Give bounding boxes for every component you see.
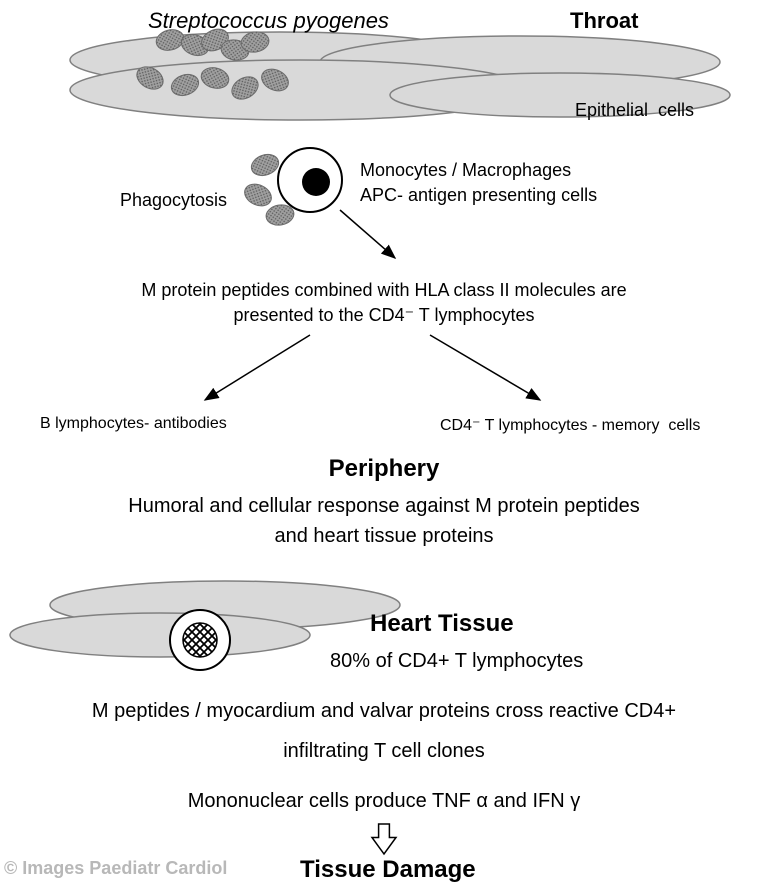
label-throat: Throat (570, 8, 638, 34)
diagram-stage: Streptococcus pyogenes Throat Epithelial… (0, 0, 768, 885)
label-phagocytosis: Phagocytosis (120, 190, 227, 211)
label-b-lymph: B lymphocytes- antibodies (40, 415, 227, 433)
label-mprotein-line1: M protein peptides combined with HLA cla… (0, 280, 768, 301)
open-arrow (372, 824, 396, 854)
label-heart-line4: Mononuclear cells produce TNF α and IFN … (0, 790, 768, 813)
label-periphery-line2: and heart tissue proteins (0, 525, 768, 548)
macrophage (278, 148, 342, 212)
label-tissue-damage: Tissue Damage (300, 856, 476, 884)
watermark: © Images Paediatr Cardiol (4, 858, 227, 879)
label-periphery-line1: Humoral and cellular response against M … (0, 495, 768, 518)
label-apc-line1: Monocytes / Macrophages (360, 160, 571, 181)
label-heart-line2: M peptides / myocardium and valvar prote… (0, 700, 768, 723)
label-heart-line3: infiltrating T cell clones (0, 740, 768, 763)
label-heart-tissue: Heart Tissue (370, 610, 514, 638)
label-epithelial: Epithelial cells (575, 100, 694, 121)
label-periphery: Periphery (0, 455, 768, 483)
label-cd4-memory: CD4⁻ T lymphocytes - memory cells (440, 415, 700, 435)
label-heart-line1: 80% of CD4+ T lymphocytes (330, 650, 583, 673)
label-mprotein-line2: presented to the CD4⁻ T lymphocytes (0, 305, 768, 326)
heart-macrophage (170, 610, 230, 670)
label-species: Streptococcus pyogenes (148, 8, 389, 34)
label-apc-line2: APC- antigen presenting cells (360, 185, 597, 206)
